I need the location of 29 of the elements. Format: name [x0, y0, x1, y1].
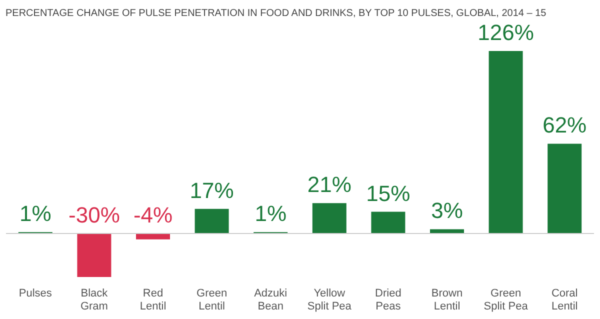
data-label: -4%	[133, 202, 173, 228]
data-label: 1%	[254, 201, 286, 226]
chart-title: PERCENTAGE CHANGE OF PULSE PENETRATION IN FOOD AND DRINKS, BY TOP 10 PULSES, GLOBAL, 2014 – 15	[6, 8, 547, 19]
x-tick-label: Dried Peas	[375, 288, 402, 312]
x-tick-label: Green Lentil	[196, 288, 228, 312]
x-tick-label: Brown Lentil	[431, 288, 463, 312]
bar	[371, 212, 406, 234]
data-label: 126%	[478, 20, 534, 45]
data-label: 1%	[20, 201, 52, 226]
data-label: 3%	[431, 198, 463, 224]
bar	[548, 144, 582, 234]
data-label: -30%	[68, 202, 120, 228]
x-tick-label: Yellow Split Pea	[307, 288, 352, 312]
bar	[194, 208, 229, 234]
bar	[312, 203, 346, 234]
bar	[136, 234, 170, 240]
x-tick-label: Red Lentil	[140, 288, 166, 312]
x-tick-label: Black Gram	[80, 288, 108, 312]
x-tick-label: Green Split Pea	[484, 288, 529, 312]
data-label: 17%	[190, 178, 234, 203]
x-tick-label: Pulses	[18, 288, 52, 300]
data-label: 62%	[542, 112, 587, 138]
bar	[430, 229, 464, 234]
x-tick-label: Adzuki Bean	[254, 288, 288, 312]
x-tick-label: Coral Lentil	[551, 288, 578, 312]
data-label: 21%	[307, 172, 352, 198]
data-label: 15%	[366, 180, 410, 206]
bar	[77, 234, 112, 277]
bar	[488, 51, 523, 234]
